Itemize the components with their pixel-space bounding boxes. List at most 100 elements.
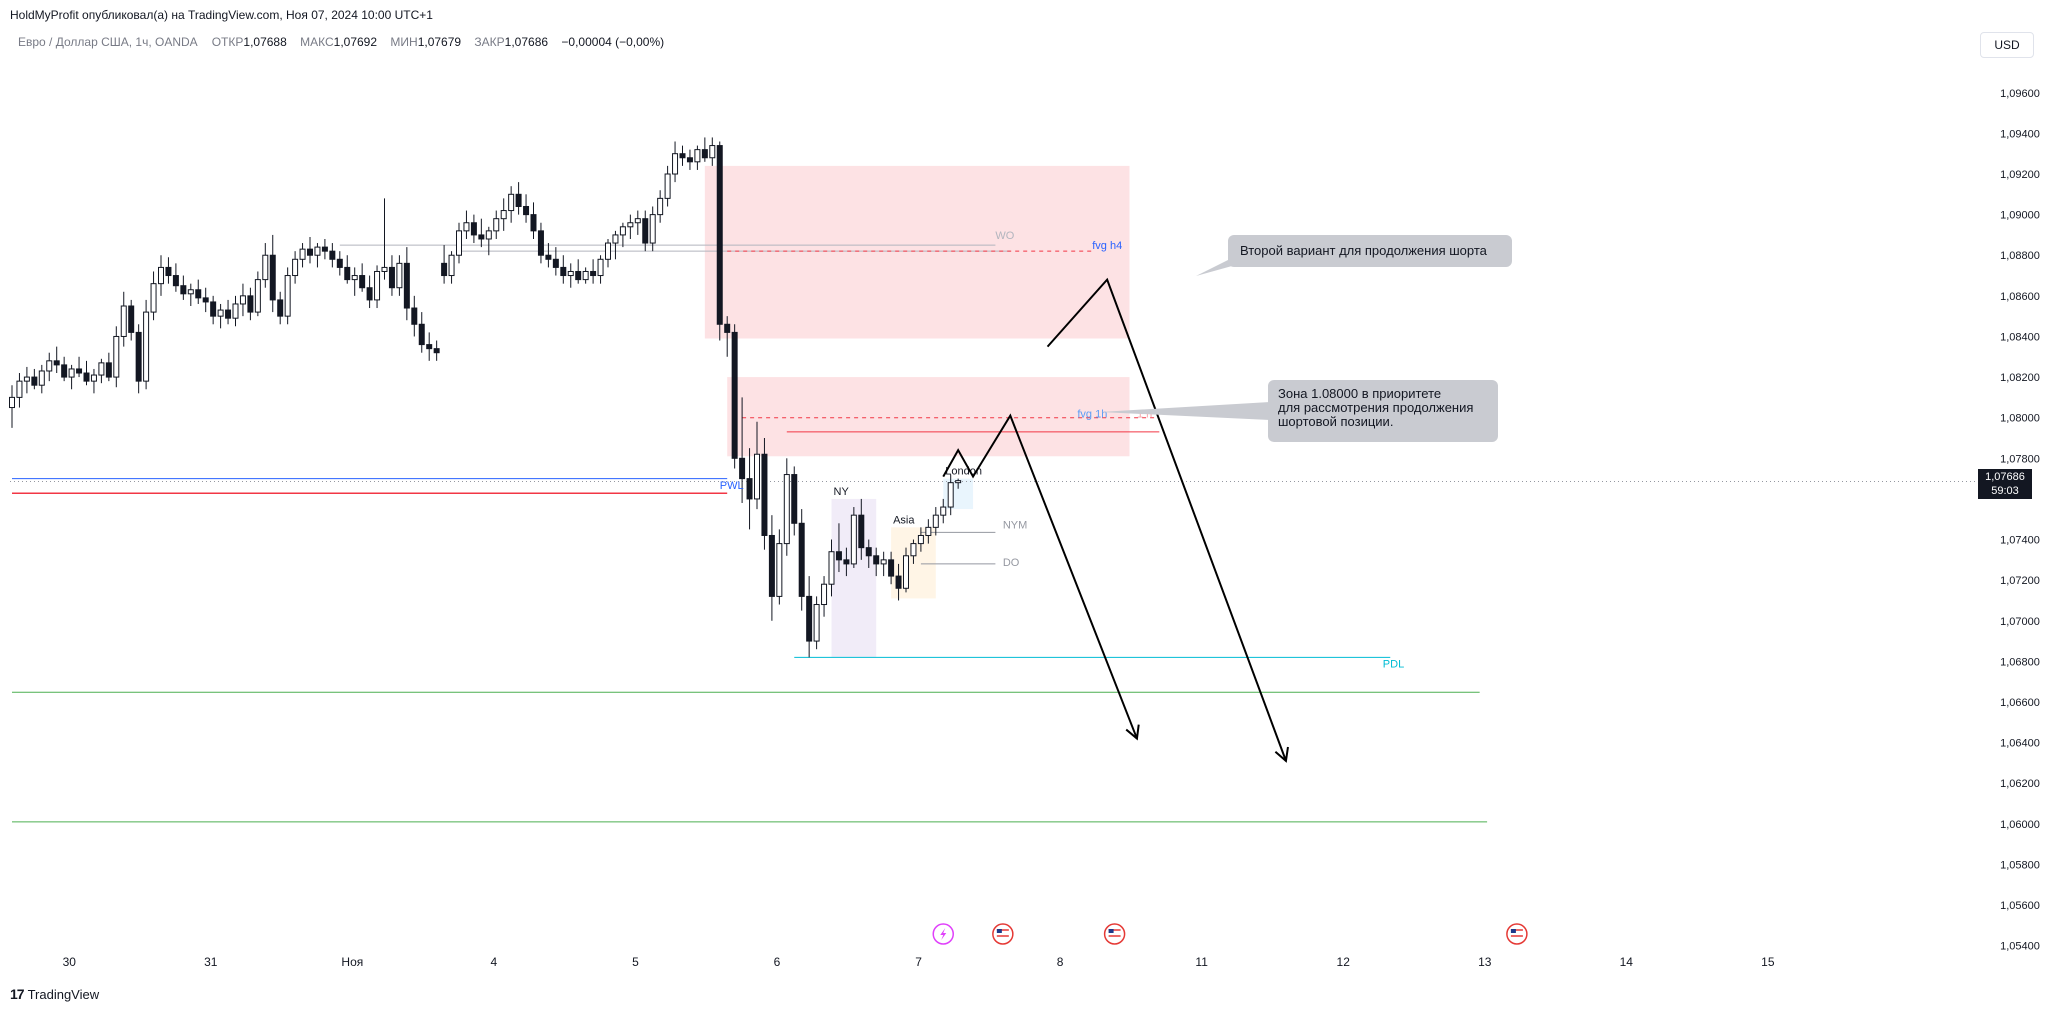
candle-body — [858, 514, 865, 549]
candle-body — [441, 262, 448, 277]
candle-body — [821, 583, 828, 606]
candle-body — [225, 309, 232, 319]
pwl-label: PWL — [720, 480, 744, 492]
candle-body — [172, 275, 179, 287]
candle-body — [947, 482, 954, 508]
candle-body — [739, 457, 746, 480]
candle-body — [530, 214, 537, 232]
callout-second-variant: Второй вариант для продолжения шорта — [1228, 235, 1512, 267]
candle-body — [791, 474, 798, 524]
candle-body — [500, 210, 507, 220]
candle-body — [217, 309, 224, 317]
candle-body — [843, 559, 850, 565]
candle-body — [9, 396, 15, 409]
y-tick-label: 1,06000 — [2000, 819, 2040, 831]
x-tick-label: Ноя — [341, 955, 363, 969]
x-tick-label: 15 — [1761, 955, 1775, 969]
candle-body — [262, 254, 269, 281]
tradingview-logo-text: TradingView — [27, 986, 100, 1002]
low-label: МИН — [390, 35, 418, 49]
candle-body — [463, 222, 470, 232]
y-tick-label: 1,06800 — [2000, 656, 2040, 668]
x-tick-label: 4 — [491, 955, 498, 969]
candle-body — [761, 453, 768, 536]
candle-body — [716, 145, 723, 325]
symbol-description: Евро / Доллар США, 1ч, OANDA — [18, 35, 198, 49]
low-value: 1,07679 — [417, 35, 462, 49]
candle-body — [590, 270, 597, 277]
y-tick-label: 1,08600 — [2000, 291, 2040, 303]
y-tick-label: 1,08800 — [2000, 250, 2040, 262]
y-tick-label: 1,06400 — [2000, 738, 2040, 750]
fvg-h4-zone — [704, 165, 1130, 339]
candle-body — [277, 299, 284, 317]
candle-body — [284, 275, 291, 317]
candle-body — [128, 305, 135, 333]
projection-path-1 — [942, 413, 1138, 739]
open-label: ОТКР — [211, 35, 244, 49]
candle-body — [552, 258, 559, 268]
candle-body — [98, 362, 105, 376]
candle-body — [113, 335, 120, 378]
callout-2-pointer — [1100, 402, 1270, 420]
candle-body — [672, 153, 679, 175]
candle-body — [351, 275, 358, 281]
close-value: 1,07686 — [504, 35, 549, 49]
currency-button[interactable]: USD — [1980, 32, 2034, 58]
y-tick-label: 1,05600 — [2000, 900, 2040, 912]
x-tick-label: 13 — [1478, 955, 1492, 969]
open-value: 1,07688 — [243, 35, 287, 49]
candle-body — [835, 551, 842, 561]
high-value: 1,07692 — [333, 35, 378, 49]
x-tick-label: 30 — [63, 955, 77, 969]
candle-body — [448, 254, 455, 277]
candle-body — [828, 551, 835, 585]
candle-body — [165, 266, 172, 277]
candle-body — [701, 149, 708, 159]
candle-body — [806, 595, 813, 642]
candle-body — [388, 266, 395, 289]
candle-body — [873, 555, 880, 565]
candle-body — [180, 285, 187, 295]
candle-body — [686, 157, 693, 163]
published-by-text: HoldMyProfit опубликовал(а) на TradingVi… — [10, 8, 433, 22]
candle-body — [321, 246, 328, 252]
ohlc-legend: Евро / Доллар США, 1ч, OANDA ОТКР1,07688… — [18, 35, 674, 49]
candle-body — [426, 344, 433, 350]
candle-body — [523, 205, 530, 216]
candle-body — [634, 218, 641, 224]
candle-body — [187, 289, 194, 295]
candle-body — [38, 370, 45, 386]
us-flag-event-3 — [1506, 923, 1528, 945]
y-tick-label: 1,07800 — [2000, 453, 2040, 465]
candle-body — [605, 242, 611, 260]
candle-body — [307, 248, 313, 256]
pdl-label: PDL — [1383, 658, 1404, 670]
candle-body — [61, 364, 68, 378]
tradingview-logo[interactable]: 17 TradingView — [10, 986, 99, 1002]
candle-body — [403, 262, 410, 309]
candle-body — [478, 234, 485, 240]
candle-body — [783, 474, 790, 545]
fvg-1h-label: fvg 1h — [1077, 409, 1107, 421]
y-tick-label: 1,09200 — [2000, 169, 2040, 181]
last-price-tag: 1,07686 59:03 — [1978, 469, 2032, 499]
candle-body — [903, 555, 909, 589]
candle-body — [515, 193, 522, 207]
tradingview-mark-icon: 17 — [10, 986, 25, 1002]
projection-path-2 — [1046, 277, 1287, 762]
y-tick-label: 1,05400 — [2000, 941, 2040, 953]
lightning-icon — [940, 928, 947, 940]
y-tick-label: 1,06600 — [2000, 697, 2040, 709]
candle-body — [537, 230, 544, 256]
us-flag-event-2 — [1103, 923, 1126, 945]
candle-body — [567, 270, 574, 277]
candle-body — [724, 323, 731, 333]
candle-body — [895, 575, 902, 589]
us-flag-canton — [996, 929, 1002, 933]
y-tick-label: 1,08000 — [2000, 413, 2040, 425]
candle-body — [329, 250, 336, 260]
candle-body — [359, 275, 366, 289]
do-label: DO — [1003, 557, 1020, 569]
